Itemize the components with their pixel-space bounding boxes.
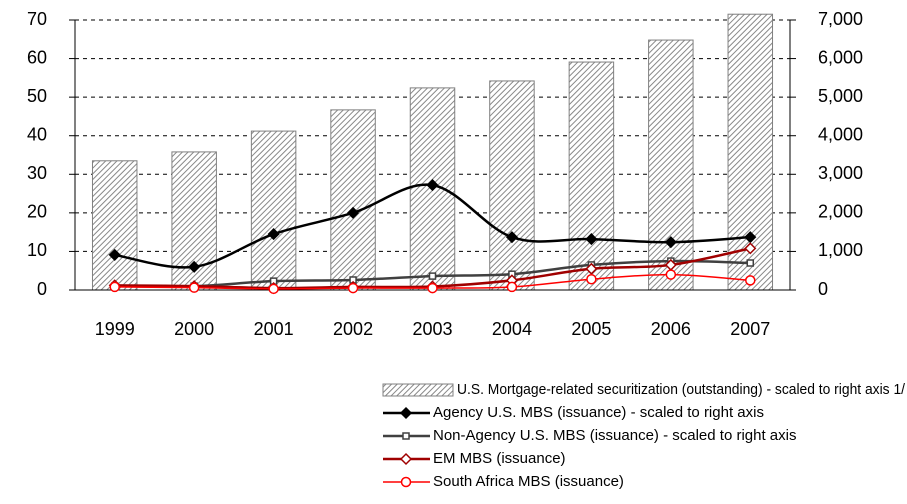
marker bbox=[665, 269, 677, 280]
x-tick-label: 2000 bbox=[174, 319, 214, 339]
marker bbox=[505, 231, 519, 244]
x-tick-label: 2003 bbox=[412, 319, 452, 339]
bar bbox=[91, 160, 138, 291]
y2-tick-label: 6,000 bbox=[818, 47, 863, 67]
y-tick-label: 40 bbox=[27, 124, 47, 144]
marker bbox=[585, 262, 598, 275]
x-tick-label: 1999 bbox=[95, 319, 135, 339]
marker bbox=[664, 236, 677, 249]
marker bbox=[188, 282, 200, 293]
legend-label: Agency U.S. MBS (issuance) - scaled to r… bbox=[433, 404, 764, 421]
legend-label: Non-Agency U.S. MBS (issuance) - scaled … bbox=[433, 427, 796, 444]
legend-marker bbox=[399, 452, 413, 466]
marker bbox=[585, 233, 598, 246]
bar bbox=[250, 130, 297, 291]
y-tick-label: 10 bbox=[27, 240, 47, 260]
x-tick-label: 2005 bbox=[571, 319, 611, 339]
marker bbox=[108, 248, 121, 261]
marker bbox=[188, 260, 201, 273]
bar bbox=[568, 61, 615, 291]
legend-label: South Africa MBS (issuance) bbox=[433, 473, 624, 490]
marker bbox=[586, 273, 597, 285]
bar bbox=[330, 109, 376, 291]
y2-tick-label: 5,000 bbox=[818, 86, 863, 106]
marker bbox=[267, 228, 280, 241]
x-tick-label: 2002 bbox=[333, 319, 373, 339]
y-tick-label: 0 bbox=[37, 279, 47, 299]
y-tick-label: 30 bbox=[27, 163, 47, 183]
bar bbox=[489, 80, 535, 291]
y2-tick-label: 7,000 bbox=[818, 9, 863, 29]
marker bbox=[744, 231, 757, 244]
marker bbox=[426, 179, 439, 192]
y-tick-label: 50 bbox=[27, 86, 47, 106]
x-tick-label: 2001 bbox=[254, 319, 294, 339]
legend-label: EM MBS (issuance) bbox=[433, 450, 566, 467]
y2-tick-label: 3,000 bbox=[818, 163, 863, 183]
marker bbox=[744, 242, 757, 255]
marker bbox=[746, 259, 755, 267]
marker bbox=[428, 272, 437, 280]
legend-swatch bbox=[382, 383, 454, 397]
legend-marker bbox=[400, 476, 412, 488]
x-tick-label: 2006 bbox=[651, 319, 691, 339]
y-tick-label: 60 bbox=[27, 47, 47, 67]
y2-tick-label: 1,000 bbox=[818, 240, 863, 260]
legend-label: U.S. Mortgage-related securitization (ou… bbox=[457, 381, 906, 398]
y2-tick-label: 0 bbox=[818, 279, 828, 299]
marker bbox=[506, 281, 518, 293]
y2-tick-label: 4,000 bbox=[818, 124, 863, 144]
marker bbox=[268, 283, 279, 295]
x-tick-label: 2004 bbox=[492, 319, 532, 339]
bar bbox=[648, 39, 694, 291]
marker bbox=[427, 282, 438, 294]
legend-marker bbox=[399, 406, 413, 420]
marker bbox=[347, 282, 359, 294]
legend-marker bbox=[402, 432, 410, 440]
marker bbox=[109, 281, 120, 293]
y-tick-label: 70 bbox=[27, 9, 47, 29]
marker bbox=[745, 275, 756, 286]
x-tick-label: 2007 bbox=[730, 319, 770, 339]
y-tick-label: 20 bbox=[27, 202, 47, 222]
y2-tick-label: 2,000 bbox=[818, 202, 863, 222]
marker bbox=[346, 206, 360, 219]
